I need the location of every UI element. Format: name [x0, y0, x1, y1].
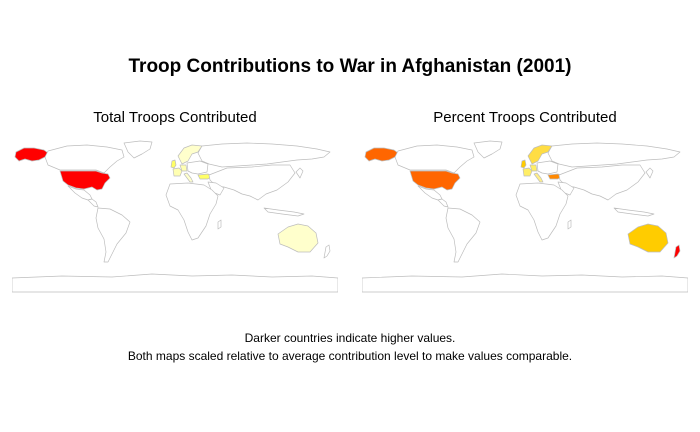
percent-region-france [522, 167, 533, 177]
percent-region-antarctica [362, 273, 688, 293]
percent-region-madagascar [567, 219, 572, 230]
total-troops-map [12, 140, 338, 293]
percent-region-russia [547, 142, 681, 168]
percent-panel-title: Percent Troops Contributed [433, 109, 617, 126]
percent-region-central-america [437, 198, 449, 208]
total-region-russia [197, 142, 331, 168]
percent-region-asia-south [558, 164, 646, 201]
total-region-africa [165, 182, 219, 241]
percent-region-africa [515, 182, 569, 241]
caption-line-2: Both maps scaled relative to average con… [127, 349, 573, 363]
percent-troops-map [362, 140, 688, 293]
total-region-antarctica [12, 273, 338, 293]
percent-region-italy [533, 172, 544, 183]
total-region-united-states [59, 170, 111, 191]
caption-line-1: Darker countries indicate higher values. [244, 331, 456, 345]
percent-region-canada [394, 144, 475, 174]
total-region-japan [295, 167, 304, 179]
percent-region-new-zealand [673, 244, 681, 259]
total-region-central-america [87, 198, 99, 208]
total-region-germany [179, 164, 188, 172]
percent-region-alaska [364, 147, 399, 162]
percent-region-greenland [473, 140, 503, 159]
total-region-asia-south [208, 164, 296, 201]
total-region-indonesia [263, 207, 305, 217]
total-region-europe-east [186, 160, 209, 175]
total-region-france [172, 167, 183, 177]
percent-region-united-kingdom [520, 159, 527, 169]
total-panel-title: Total Troops Contributed [93, 109, 257, 126]
percent-region-australia [627, 223, 669, 253]
total-region-south-america [95, 207, 131, 263]
percent-region-south-america [445, 207, 481, 263]
percent-region-indonesia [613, 207, 655, 217]
total-region-madagascar [217, 219, 222, 230]
total-region-scandinavia [177, 144, 203, 165]
total-region-italy [183, 172, 194, 183]
percent-region-germany [529, 164, 538, 172]
percent-region-united-states [409, 170, 461, 191]
percent-region-europe-east [536, 160, 559, 175]
total-region-new-zealand [323, 244, 331, 259]
total-region-united-kingdom [170, 159, 177, 169]
total-region-canada [44, 144, 125, 174]
chart-title: Troop Contributions to War in Afghanista… [128, 56, 572, 77]
total-region-australia [277, 223, 319, 253]
total-region-greenland [123, 140, 153, 159]
total-region-alaska [14, 147, 49, 162]
percent-region-scandinavia [527, 144, 553, 165]
percent-region-japan [645, 167, 654, 179]
